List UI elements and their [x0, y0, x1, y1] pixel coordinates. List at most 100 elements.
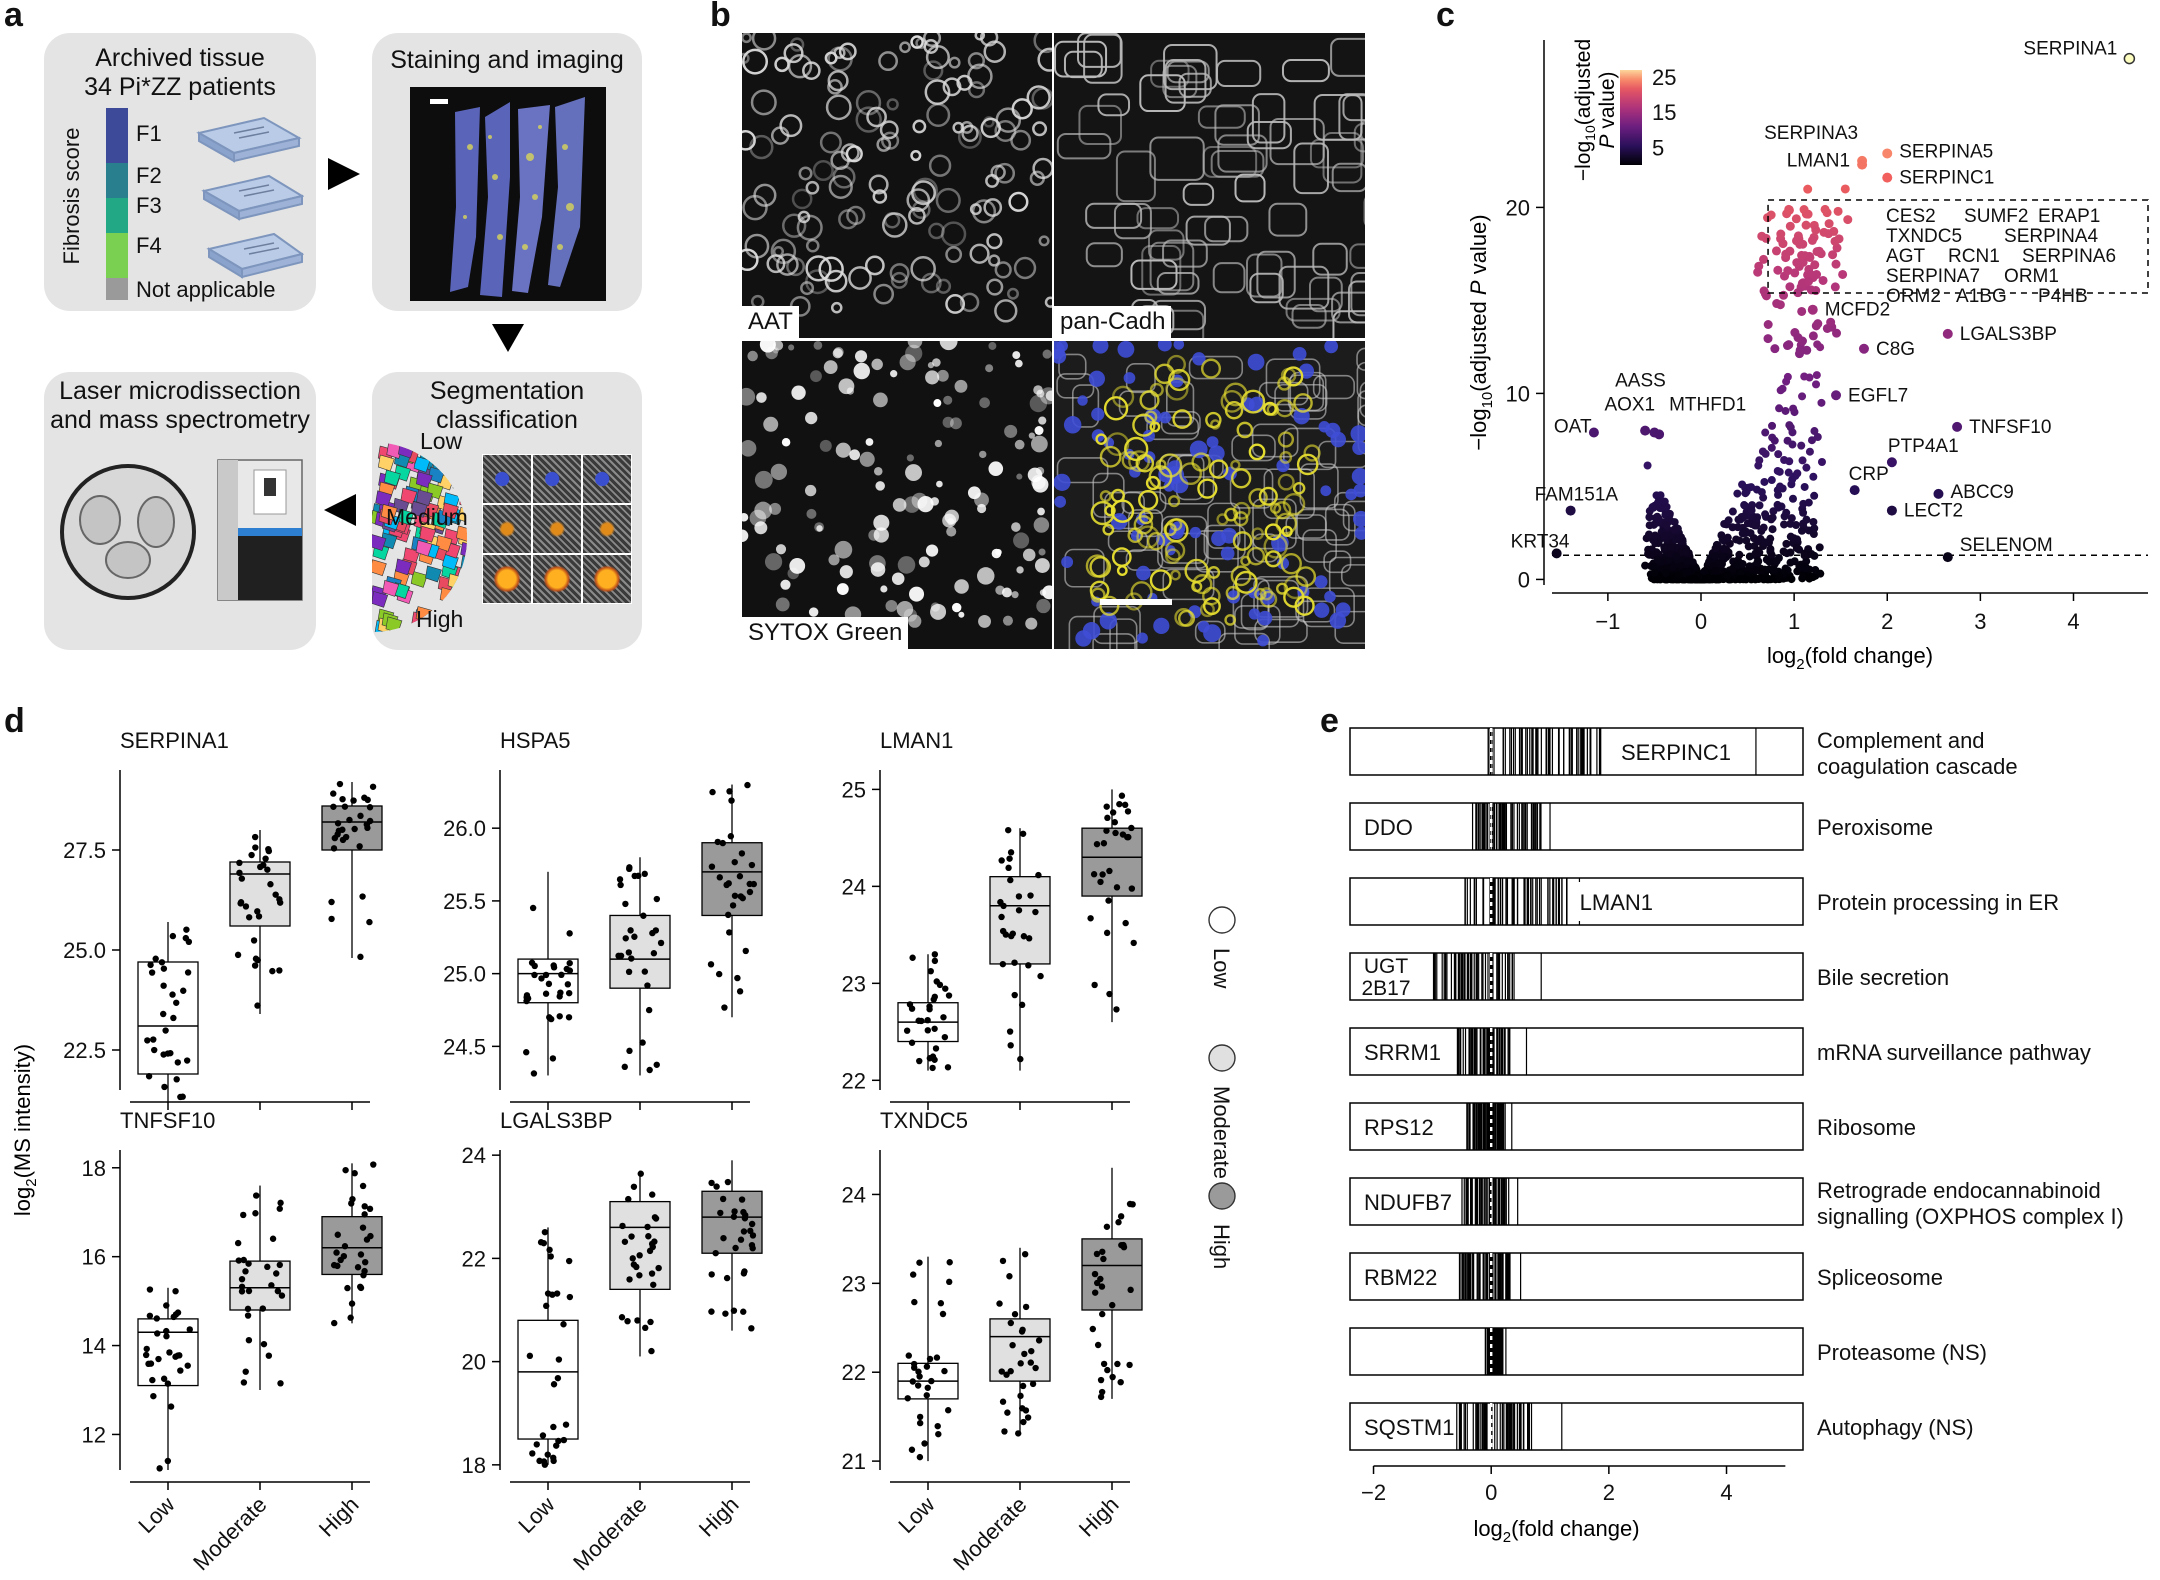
merge-membrane: [1357, 390, 1365, 427]
volcano-point: [1788, 428, 1797, 437]
merge-aat-granule: [1293, 393, 1313, 413]
boxplot-point: [1119, 831, 1127, 838]
merge-aat-granule: [1208, 459, 1229, 479]
boxplot-point: [723, 1274, 731, 1282]
boxplot-point: [186, 1326, 193, 1333]
boxplot-xtick-label: Low: [893, 1492, 939, 1538]
boxplot-ytick-label: 23: [842, 1271, 866, 1296]
boxplot-ytick-label: 24: [462, 1143, 486, 1168]
boxplot-point: [1125, 833, 1132, 841]
boxplot-point: [626, 1276, 633, 1283]
boxplot-point: [245, 1260, 252, 1267]
aat-granule: [986, 233, 1003, 250]
aat-granule: [1008, 191, 1029, 212]
nucleus: [979, 397, 990, 409]
boxplot-point: [337, 1256, 344, 1264]
boxplot-point: [617, 881, 624, 889]
boxplot-point: [541, 1228, 549, 1236]
boxplot-point: [1103, 803, 1110, 810]
volcano-point: [1662, 521, 1671, 530]
nucleus: [769, 502, 782, 515]
pathway-name: Ribosome: [1817, 1115, 1916, 1140]
boxplot-point: [933, 1354, 941, 1361]
volcano-point: [1768, 421, 1777, 430]
volcano-point: [1834, 234, 1844, 244]
boxplot-point: [1003, 1371, 1010, 1378]
boxplot-point: [356, 843, 363, 850]
aat-granule: [1032, 157, 1052, 180]
merge-aat-granule: [1258, 486, 1278, 506]
volcano-point: [1785, 282, 1795, 292]
boxplot-point: [926, 1355, 934, 1363]
aat-granule: [848, 266, 872, 290]
boxplot-point: [930, 996, 937, 1003]
aat-granule: [878, 51, 899, 71]
boxplot-point: [1100, 840, 1108, 847]
boxplot-point: [558, 971, 565, 979]
boxplot-point: [941, 1367, 948, 1375]
boxplot-ytick-label: 12: [82, 1422, 106, 1447]
boxplot-point: [544, 1451, 551, 1458]
merge-aat-granule: [1248, 488, 1268, 508]
nucleus: [954, 379, 968, 393]
volcano-point: [1672, 552, 1681, 561]
boxplot-point: [1011, 959, 1018, 966]
panel-letter-d: d: [4, 702, 25, 740]
volcano-point: [1691, 575, 1700, 584]
merge-aat-granule: [1277, 473, 1295, 491]
nucleus: [870, 562, 886, 577]
nucleus: [865, 438, 874, 446]
volcano-point: [1774, 572, 1783, 581]
boxplot-point: [909, 954, 916, 961]
highlight-gene-label: SERPINA7: [1886, 266, 1980, 287]
volcano-point: [1644, 549, 1653, 558]
merge-aat-granule: [1283, 574, 1308, 600]
classification-tile: [482, 454, 532, 504]
boxplot-point: [724, 1178, 732, 1186]
boxplot-point: [736, 873, 744, 880]
nucleus: [1038, 548, 1046, 556]
classification-tile: [482, 554, 532, 604]
aat-granule: [967, 52, 985, 70]
volcano-box-point: [1797, 250, 1807, 260]
volcano-box-point: [1783, 266, 1793, 276]
volcano-point: [1809, 517, 1818, 526]
boxplot-point: [748, 861, 756, 869]
mosaic-cell: [439, 587, 457, 604]
nucleus: [780, 579, 791, 590]
volcano-point: [1769, 565, 1778, 574]
nucleus: [1042, 349, 1052, 359]
boxplot-point: [147, 961, 154, 969]
boxplot-point: [928, 1377, 935, 1385]
boxplot-ytick-label: 18: [462, 1453, 486, 1478]
merge-nucleus: [1208, 445, 1225, 462]
nucleus: [950, 417, 962, 430]
volcano-point: [1757, 488, 1766, 497]
volcano-point: [1662, 502, 1671, 511]
boxplot-point: [1103, 1223, 1111, 1230]
boxplot-point: [655, 1264, 662, 1272]
cadherin-membrane: [1197, 105, 1246, 129]
boxplot-point: [330, 845, 338, 852]
boxplot-point: [622, 935, 629, 942]
boxplot-xtick-label: High: [314, 1492, 364, 1542]
nucleus: [907, 341, 923, 349]
nucleus: [932, 358, 941, 367]
boxplot-point: [533, 1441, 540, 1448]
aat-granule: [928, 154, 952, 177]
aat-granule: [971, 199, 997, 224]
volcano-point: [1780, 456, 1789, 465]
merge-membrane: [1188, 355, 1244, 380]
boxplot-point: [369, 783, 377, 790]
cadherin-membrane: [1063, 50, 1103, 79]
volcano-point: [1763, 334, 1773, 344]
boxplot-point: [720, 1234, 727, 1242]
cadherin-membrane: [1085, 202, 1143, 229]
aat-granule: [995, 107, 1022, 133]
merge-nucleus: [1257, 634, 1269, 647]
merge-membrane: [1071, 384, 1100, 428]
aat-granule: [798, 166, 813, 181]
volcano-point: [1810, 491, 1819, 500]
volcano-point: [1838, 269, 1848, 279]
